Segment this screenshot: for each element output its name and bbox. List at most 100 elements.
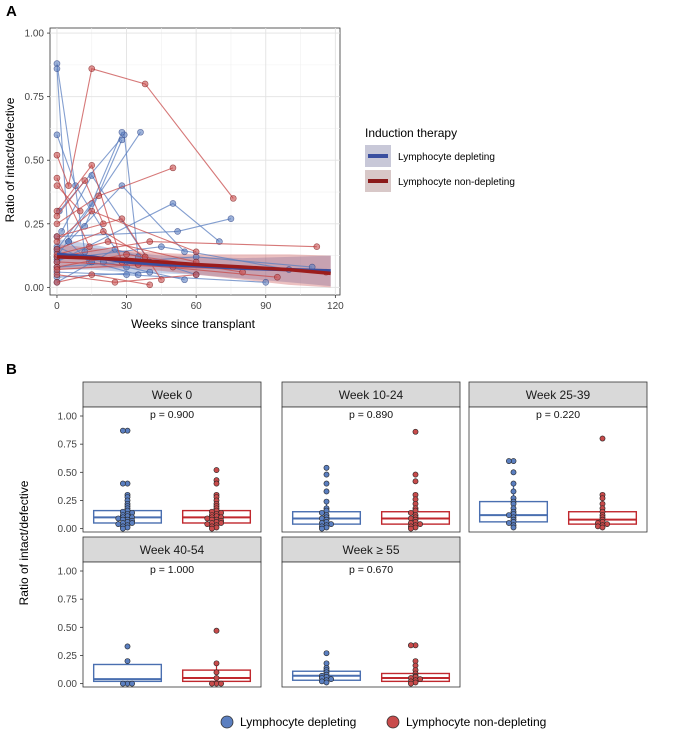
- facet-3-nondepleting-point-2: [213, 669, 220, 676]
- panel-a-x-tick-label-4: 120: [327, 301, 344, 312]
- facet-1-depleting-point-3: [323, 488, 330, 495]
- panel-a-point-0-9-2: [216, 238, 223, 245]
- facet-1-nondepleting-point-1: [412, 471, 419, 478]
- facet-header-label-0: Week 0: [152, 388, 193, 402]
- legend-dot-depleting: [220, 715, 234, 729]
- facet-1-nondepleting-point-8: [407, 509, 414, 516]
- panel-a-point-1-14-0: [53, 278, 61, 286]
- facet-0-nondepleting-point-2: [213, 480, 220, 487]
- panel-a-x-tick-label-1: 30: [121, 301, 133, 312]
- legend-label-nondepleting: Lymphocyte non-depleting: [398, 177, 515, 188]
- panel-a-trend-line-1: [56, 255, 331, 276]
- facet-3-y-tick-label-0: 0.00: [58, 679, 78, 690]
- panel-a-legend-title: Induction therapy: [365, 126, 457, 140]
- chart-marks: 0 30 60 90 120 0.00 0.25 0.50 0.75 1.00 Week 0 p = …: [25, 27, 648, 690]
- facet-2-depleting-point-4: [510, 488, 517, 495]
- facet-1-depleting-point-18: [318, 525, 325, 532]
- panel-a-y-tick-label-0: 0.00: [25, 283, 45, 294]
- facet-3-nondepleting-point-5: [208, 680, 215, 687]
- panel-a-trajectory-1-2: [56, 185, 81, 212]
- facet-header-0: [82, 381, 262, 408]
- panel-a-y-tick-label-2: 0.50: [25, 156, 45, 167]
- facet-0-nondepleting-point-28: [208, 525, 215, 532]
- panel-a-point-0-2-0: [53, 131, 61, 139]
- panel-a-y-tick-label-1: 0.25: [25, 219, 45, 230]
- panel-a-point-0-5-2: [118, 128, 126, 136]
- facet-0-depleting-point-29: [120, 525, 126, 532]
- panel-a-point-1-5-1: [95, 192, 103, 200]
- facet-1-depleting-point-7: [318, 509, 325, 516]
- facet-3-depleting-point-3: [120, 680, 126, 687]
- panel-a-point-1-14-1: [88, 271, 96, 278]
- facet-0-y-tick-label-2: 0.50: [58, 468, 78, 479]
- panel-a-point-1-7-0: [53, 238, 61, 245]
- facet-header-1: [281, 381, 461, 408]
- facet-header-label-2: Week 25-39: [526, 388, 591, 402]
- panel-a-point-1-4-0: [53, 212, 61, 220]
- facet-header-label-4: Week ≥ 55: [342, 543, 399, 557]
- facet-1-depleting-point-1: [323, 471, 330, 478]
- panel-a-point-1-0-0: [53, 151, 61, 159]
- panel-a-point-1-5-2: [169, 164, 177, 172]
- facet-0-depleting-point-1: [120, 427, 126, 434]
- facet-4-nondepleting-point-1: [407, 642, 414, 649]
- facet-4-depleting-point-12: [323, 679, 330, 686]
- panel-a-x-tick-label-0: 0: [54, 301, 60, 312]
- panel-a-point-0-1-0: [53, 65, 61, 72]
- facet-2-nondepleting-point-2: [599, 495, 606, 502]
- panel-a-point-0-4-0: [58, 228, 65, 235]
- panel-a-point-1-0-1: [65, 182, 72, 189]
- panel-a-point-0-14-1: [146, 268, 154, 276]
- facet-1-depleting-point-2: [323, 480, 330, 487]
- facet-1-depleting-point-4: [323, 498, 330, 505]
- legend-b-label-depleting: Lymphocyte depleting: [240, 715, 356, 729]
- facet-0-y-tick-label-3: 0.75: [58, 440, 78, 451]
- panel-a-point-0-6-1: [137, 128, 144, 136]
- panel-a-x-tick-label-3: 90: [260, 301, 272, 312]
- facet-3-nondepleting-point-3: [213, 675, 220, 681]
- panel-a-point-1-8-2: [313, 243, 321, 250]
- facet-3-y-tick-label-3: 0.75: [58, 595, 78, 606]
- facet-0-y-tick-label-4: 1.00: [58, 412, 78, 423]
- facet-3-y-tick-label-1: 0.25: [58, 651, 78, 662]
- panel-b-legend: Lymphocyte depleting Lymphocyte non-depl…: [220, 715, 546, 729]
- legend-label-depleting: Lymphocyte depleting: [398, 152, 495, 163]
- panel-a-point-0-8-1: [118, 136, 126, 144]
- facet-0-nondepleting-point-0: [213, 467, 220, 473]
- panel-a-legend: Induction therapy Lymphocyte depleting L…: [365, 126, 515, 192]
- panel-a-point-1-0-4: [229, 195, 237, 202]
- panel-a-y-tick-label-3: 0.75: [25, 92, 45, 103]
- panel-a-point-1-6-1: [118, 215, 126, 223]
- panel-a-point-1-3-1: [88, 162, 96, 169]
- facet-3-depleting-point-0: [124, 643, 131, 650]
- panel-a-point-0-12-2: [262, 278, 270, 286]
- facet-header-label-1: Week 10-24: [339, 388, 404, 402]
- panel-a-point-1-13-2: [274, 273, 281, 281]
- facet-4-depleting-point-0: [323, 650, 330, 657]
- panel-a-xlabel: Weeks since transplant: [131, 317, 256, 331]
- panel-a-ylabel: Ratio of intact/defective: [3, 97, 17, 222]
- panel-a-point-0-13-2: [181, 276, 188, 284]
- facet-1-depleting-point-0: [323, 464, 330, 471]
- panel-a-point-1-5-0: [53, 220, 61, 228]
- panel-a-point-1-10-1: [123, 251, 130, 258]
- facet-3-nondepleting-point-6: [218, 680, 224, 687]
- facet-2-depleting-point-17: [510, 524, 517, 531]
- panel-a-point-1-7-2: [192, 248, 200, 256]
- facet-2-depleting-point-2: [510, 469, 517, 476]
- facet-1-nondepleting-point-19: [407, 525, 414, 532]
- panel-a-trajectory-0-0: [56, 63, 86, 252]
- panel-a-point-0-10-1: [174, 228, 181, 235]
- facet-header-4: [281, 536, 461, 563]
- panel-a-point-1-11-1: [111, 278, 119, 286]
- panel-b-ylabel: Ratio of intact/defective: [17, 480, 31, 605]
- panel-a-point-1-11-2: [192, 271, 200, 278]
- facet-3-depleting-point-4: [129, 680, 135, 687]
- panel-a-point-0-17-1: [158, 243, 165, 250]
- panel-a-y-tick-label-4: 1.00: [25, 29, 45, 40]
- facet-2-depleting-point-3: [510, 480, 517, 487]
- panel-a-point-1-1-0: [53, 174, 61, 182]
- panel-a-point-1-15-1: [104, 238, 112, 245]
- facet-header-2: [468, 381, 648, 408]
